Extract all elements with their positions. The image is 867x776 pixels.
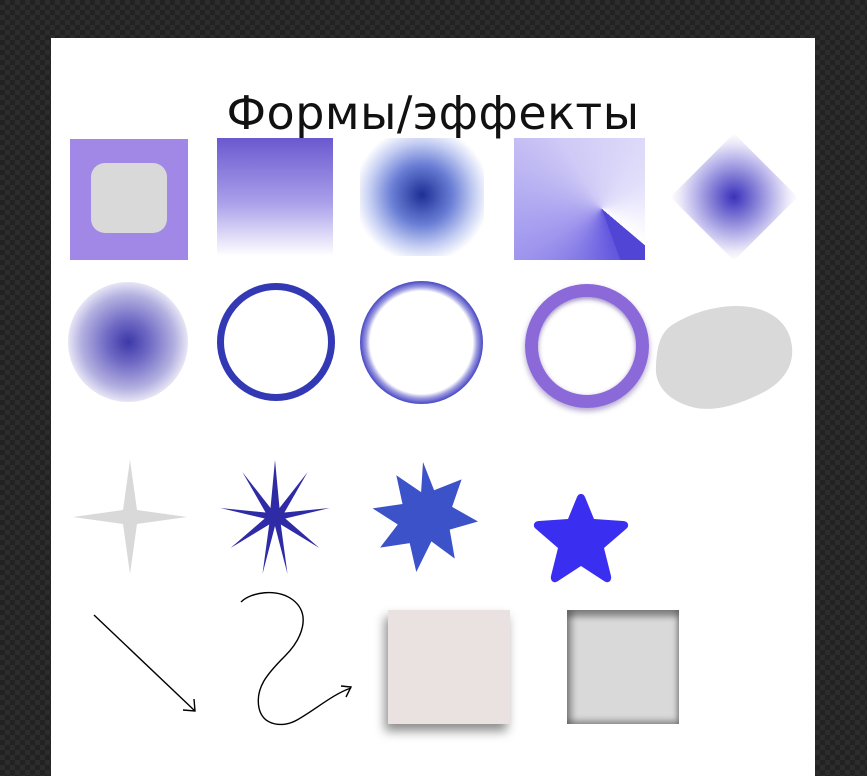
curved-arrow[interactable]: [233, 590, 359, 730]
diamond-gradient-fill: [670, 133, 798, 261]
drop-shadow-square[interactable]: [388, 610, 510, 724]
four-point-star[interactable]: [71, 458, 189, 576]
stroke-ring[interactable]: [217, 283, 335, 401]
spiky-star[interactable]: [364, 458, 482, 576]
ring-with-shadow[interactable]: [525, 284, 649, 408]
gray-blob[interactable]: [654, 303, 793, 410]
angular-gradient-square[interactable]: [514, 138, 645, 260]
rounded-inner-rect[interactable]: [91, 163, 167, 233]
linear-gradient-square[interactable]: [217, 138, 333, 256]
straight-arrow[interactable]: [91, 612, 201, 716]
blurred-dot[interactable]: [68, 282, 188, 402]
square-with-rounded-inner[interactable]: [70, 139, 188, 260]
artboard-title: Формы/эффекты: [226, 86, 640, 140]
blurred-ring[interactable]: [360, 281, 483, 404]
inner-shadow-square[interactable]: [567, 610, 679, 724]
rounded-five-point-star[interactable]: [528, 490, 634, 587]
diamond-gradient[interactable]: [670, 133, 798, 261]
thin-star-burst[interactable]: [219, 458, 331, 576]
radial-gradient-square[interactable]: [360, 138, 484, 256]
artboard: Формы/эффекты: [51, 38, 815, 776]
